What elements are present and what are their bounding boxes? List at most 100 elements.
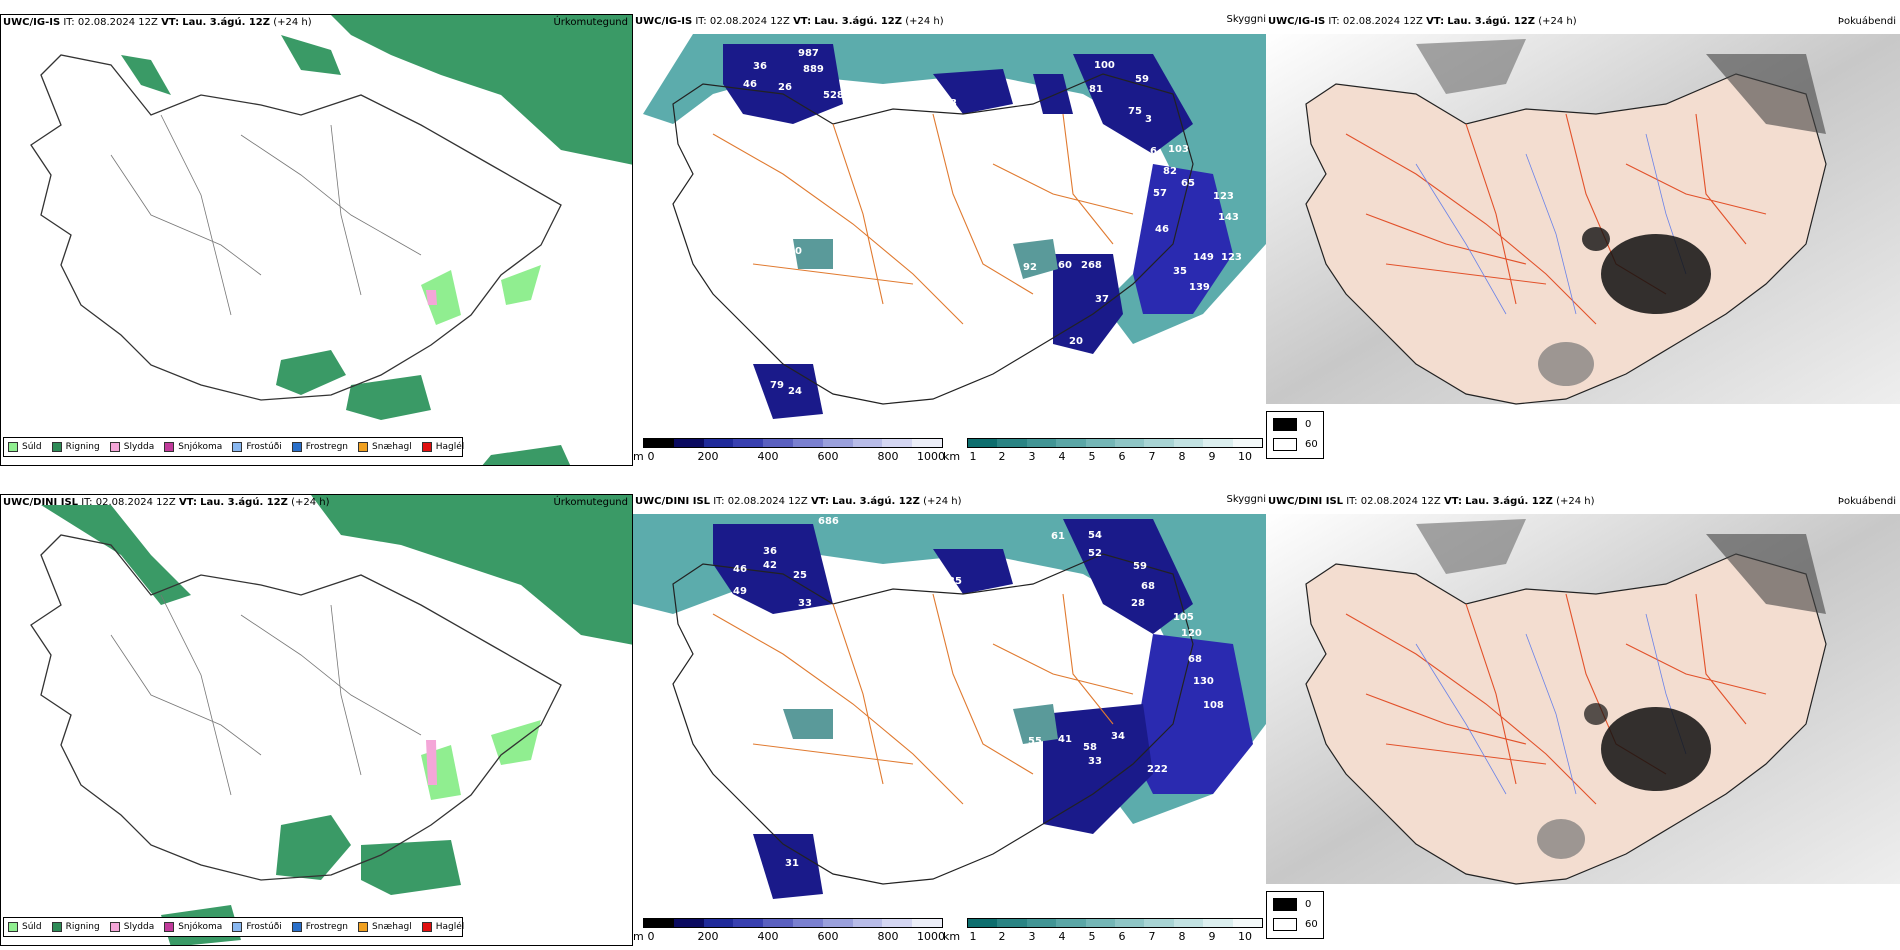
visibility-value-label: 57 [1153,188,1167,199]
visibility-value-label: 130 [1193,676,1214,687]
legend-swatch-snjokoma [164,922,175,932]
visibility-map-panel-2: 36 46 42 25 49 33 686 55 35 61 54 52 59 68 28 105 120 68 1… [633,494,1266,946]
visibility-value-label: 37 [1095,294,1109,305]
legend-swatch-snjokoma [164,442,175,452]
visibility-value-label: 103 [1168,144,1189,155]
visibility-value-label: 34 [1111,731,1125,742]
visibility-value-label: 50 [1115,260,1129,271]
fog-title-2: UWC/DINI ISL IT: 02.08.2024 12Z VT: Lau.… [1268,496,1595,507]
precip-map-panel-2: UWC/DINI ISL IT: 02.08.2024 12Z VT: Lau.… [0,494,633,946]
colorbar-segment [997,919,1027,927]
colorbar-segment [673,919,704,927]
legend-swatch-snaehagl [358,442,369,452]
colorbar-segment [1144,919,1174,927]
visibility-value-label: 26 [778,82,792,93]
precip-title-1: UWC/IG-IS IT: 02.08.2024 12Z VT: Lau. 3.… [3,17,312,28]
fog-swatch-0 [1273,418,1297,431]
visibility-value-label: 120 [1181,628,1202,639]
visibility-value-label: 987 [798,48,819,59]
visibility-value-label: 143 [1218,212,1239,223]
precip-map-panel-1: UWC/IG-IS IT: 02.08.2024 12Z VT: Lau. 3.… [0,14,633,466]
visibility-value-label: 52 [1088,548,1102,559]
visibility-value-label: 36 [763,546,777,557]
visibility-value-label: 6 [1150,146,1157,157]
visibility-value-label: 20 [1069,336,1083,347]
colorbar-segment [1115,919,1145,927]
colorbar-segment [1232,919,1263,927]
colorbar-m-2: m 0 200 400 600 800 1000 [633,918,945,946]
legend-swatch-snaehagl [358,922,369,932]
visibility-value-label: 51 [763,356,777,367]
legend-swatch-sudl [8,922,18,932]
visibility-value-label: 686 [818,516,839,527]
visibility-value-label: 75 [1128,106,1142,117]
fog-map-2 [1266,514,1900,885]
legend-swatch-hagel [421,442,432,452]
colorbar-segment [912,439,942,447]
colorbar-segment [1085,439,1116,447]
visibility-value-label: 24 [788,386,802,397]
visibility-value-label: 41 [1058,734,1072,745]
fog-map-1 [1266,34,1900,405]
colorbar-segment [1056,439,1086,447]
visibility-value-label: 46 [743,79,757,90]
visibility-value-label: 60 [1058,260,1072,271]
colorbar-segment [763,919,793,927]
precip-legend-1: Súld Rigning Slydda Snjókoma Frostúði Fr… [3,437,464,457]
visibility-value-label: 81 [1089,84,1103,95]
colorbar-segment [852,919,883,927]
visibility-value-label: 52 [878,92,892,103]
fog-legend-2: 0 60 [1266,891,1324,939]
fog-label-1: Þokuábendi [1837,16,1896,27]
colorbar-segment [1173,919,1204,927]
visibility-value-label: 54 [1088,530,1102,541]
visibility-value-label: 33 [1088,756,1102,767]
visibility-value-label: 61 [1051,531,1065,542]
colorbar-segment [1056,919,1086,927]
colorbar-segment [644,439,674,447]
visibility-value-label: 68 [1141,581,1155,592]
visibility-value-label: 46 [733,564,747,575]
visibility-value-label: 33 [798,598,812,609]
colorbar-segment [822,439,853,447]
fog-title-1: UWC/IG-IS IT: 02.08.2024 12Z VT: Lau. 3.… [1268,16,1577,27]
precip-title-2: UWC/DINI ISL IT: 02.08.2024 12Z VT: Lau.… [3,497,330,508]
visibility-value-label: 42 [763,560,777,571]
fog-legend-1: 0 60 [1266,411,1324,459]
visibility-title-2: UWC/DINI ISL IT: 02.08.2024 12Z VT: Lau.… [635,496,962,507]
legend-swatch-frostregn [291,442,302,452]
visibility-value-label: 123 [1221,252,1242,263]
colorbar-segment [1203,439,1233,447]
colorbar-segment [1144,439,1174,447]
legend-swatch-frostregn [291,922,302,932]
colorbar-segment [1232,439,1263,447]
colorbar-segment [822,919,853,927]
legend-swatch-frostudi [232,442,243,452]
legend-swatch-slydda [109,922,120,932]
colorbar-segment [703,919,734,927]
visibility-value-label: 68 [1188,654,1202,665]
visibility-value-label: 55 [1028,736,1042,747]
visibility-value-label: 108 [1203,700,1224,711]
fog-swatch-0 [1273,898,1297,911]
colorbar-segment [1173,439,1204,447]
colorbar-m-bar [643,918,943,928]
colorbar-segment [1085,919,1116,927]
colorbar-segment [882,919,913,927]
visibility-value-label: 58 [1083,742,1097,753]
fog-label-2: Þokuábendi [1837,496,1896,507]
visibility-value-label: 222 [1147,764,1168,775]
colorbar-segment [1203,919,1233,927]
visibility-label-2: Skyggni [1226,494,1266,505]
visibility-value-label: 31 [785,858,799,869]
colorbar-segment [1026,439,1057,447]
colorbar-segment [792,439,823,447]
visibility-value-label: 92 [1023,262,1037,273]
colorbar-segment [733,439,764,447]
visibility-value-label: 46 [1155,224,1169,235]
visibility-value-label: 49 [733,586,747,597]
colorbar-km-bar [967,438,1263,448]
visibility-value-label: 55 [933,576,947,587]
